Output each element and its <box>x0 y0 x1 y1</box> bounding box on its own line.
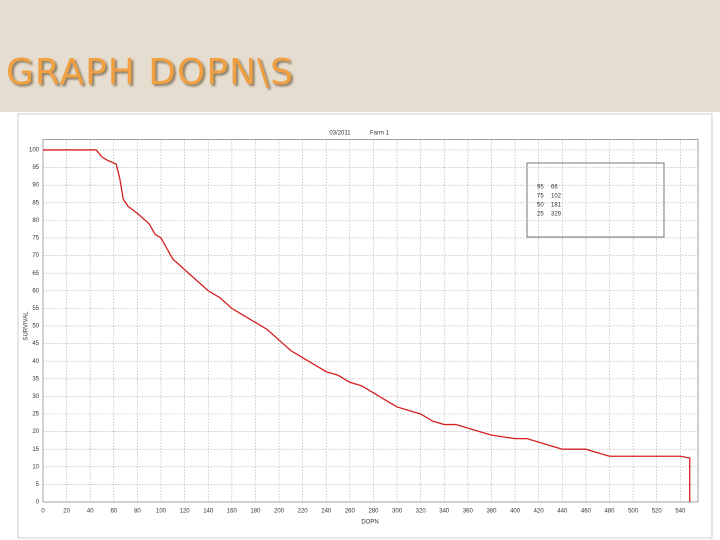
annotation-text: 181 <box>551 203 562 209</box>
y-tick-label: 60 <box>32 288 39 294</box>
annotation-text: 50 <box>537 203 544 209</box>
x-tick-label: 220 <box>298 509 309 515</box>
x-tick-label: 380 <box>486 509 497 515</box>
x-tick-label: 0 <box>41 509 45 515</box>
y-tick-label: 30 <box>32 394 39 400</box>
y-tick-label: 70 <box>32 253 39 259</box>
x-tick-label: 480 <box>604 509 615 515</box>
annotation-text: 66 <box>551 185 558 191</box>
y-tick-label: 40 <box>32 359 39 365</box>
annotation-text: 25 <box>537 212 544 218</box>
y-tick-label: 100 <box>29 148 40 154</box>
x-tick-label: 440 <box>557 509 568 515</box>
x-tick-label: 100 <box>156 509 167 515</box>
y-tick-label: 35 <box>32 376 39 382</box>
x-tick-label: 260 <box>345 509 356 515</box>
y-tick-label: 45 <box>32 341 39 347</box>
annotation-text: 95 <box>537 185 544 191</box>
x-tick-label: 520 <box>652 509 663 515</box>
annotation-text: 75 <box>537 194 544 200</box>
y-tick-label: 95 <box>32 165 39 171</box>
x-tick-label: 200 <box>274 509 285 515</box>
x-axis-label: DOPN <box>361 520 378 526</box>
slide-title: GRAPH DOPN\S <box>6 52 294 93</box>
x-tick-label: 360 <box>463 509 474 515</box>
y-tick-label: 75 <box>32 236 39 242</box>
x-tick-label: 540 <box>675 509 686 515</box>
y-tick-label: 85 <box>32 200 39 206</box>
x-tick-label: 120 <box>180 509 191 515</box>
x-tick-label: 300 <box>392 509 403 515</box>
annotation-text: 329 <box>551 212 562 218</box>
x-tick-label: 420 <box>534 509 545 515</box>
y-tick-label: 65 <box>32 271 39 277</box>
y-tick-label: 25 <box>32 412 39 418</box>
y-tick-label: 5 <box>36 482 40 488</box>
x-tick-label: 460 <box>581 509 592 515</box>
x-tick-label: 500 <box>628 509 639 515</box>
y-tick-label: 90 <box>32 183 39 189</box>
survival-line <box>43 149 691 502</box>
x-tick-label: 160 <box>227 509 238 515</box>
y-tick-label: 55 <box>32 306 39 312</box>
chart: 03/2011 Farm 1 DOPN SURVIVAL 0 5 10 15 20 25 3… <box>17 113 713 539</box>
x-tick-label: 400 <box>510 509 521 515</box>
y-tick-label: 0 <box>36 500 40 506</box>
annotation-box <box>526 162 665 238</box>
chart-title: 03/2011 <box>329 131 351 137</box>
x-tick-label: 280 <box>368 509 379 515</box>
y-axis-label: SURVIVAL <box>24 311 30 341</box>
x-tick-label: 340 <box>439 509 450 515</box>
y-tick-label: 20 <box>32 429 39 435</box>
x-tick-label: 180 <box>250 509 261 515</box>
title-band <box>0 0 720 112</box>
x-tick-label: 80 <box>134 509 141 515</box>
y-tick-label: 10 <box>32 464 39 470</box>
x-tick-label: 60 <box>110 509 117 515</box>
y-tick-label: 50 <box>32 324 39 330</box>
chart-subtitle: Farm 1 <box>370 131 390 137</box>
x-tick-label: 40 <box>87 509 94 515</box>
y-tick-label: 80 <box>32 218 39 224</box>
x-tick-label: 240 <box>321 509 332 515</box>
x-tick-label: 320 <box>416 509 427 515</box>
y-tick-label: 15 <box>32 447 39 453</box>
x-tick-label: 20 <box>63 509 70 515</box>
annotation-text: 102 <box>551 194 562 200</box>
x-tick-label: 140 <box>203 509 214 515</box>
